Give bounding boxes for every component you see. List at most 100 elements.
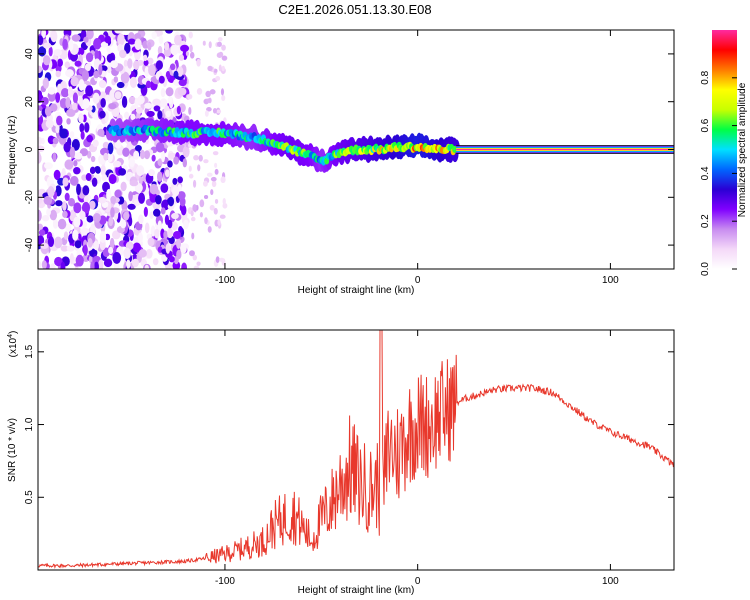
- noise-blob: [152, 98, 161, 106]
- noise-blob: [65, 97, 71, 109]
- noise-blob: [165, 87, 174, 97]
- noise-blob: [220, 176, 226, 184]
- noise-blob: [113, 76, 119, 83]
- noise-blob: [143, 150, 151, 160]
- noise-blob: [80, 227, 90, 236]
- noise-blob: [112, 251, 122, 264]
- noise-blob: [103, 258, 113, 268]
- colorbar-ticks: 0.0 0.2 0.4 0.6 0.8: [700, 70, 737, 276]
- noise-blob: [138, 214, 144, 225]
- noise-blob: [83, 36, 89, 43]
- noise-blob: [217, 219, 221, 226]
- noise-blob: [167, 196, 175, 207]
- noise-blob: [62, 38, 68, 50]
- noise-blob: [183, 219, 189, 230]
- noise-blob: [101, 174, 108, 181]
- noise-blob: [173, 230, 182, 240]
- noise-blob: [164, 41, 170, 51]
- noise-blob: [167, 160, 173, 168]
- noise-blob: [204, 217, 208, 225]
- noise-blob: [38, 105, 43, 112]
- noise-blob: [202, 40, 206, 46]
- noise-blob: [219, 214, 226, 219]
- noise-blob: [124, 111, 130, 119]
- noise-blob: [123, 247, 131, 259]
- noise-blob: [158, 75, 165, 84]
- noise-blob: [67, 86, 73, 98]
- noise-blob: [75, 254, 84, 267]
- noise-blob: [60, 245, 69, 252]
- noise-blob: [76, 183, 81, 196]
- snr-frame: [37, 329, 675, 571]
- noise-blob: [80, 131, 85, 140]
- noise-blob: [153, 105, 161, 112]
- noise-blob: [114, 189, 122, 198]
- noise-blob: [215, 256, 220, 263]
- noise-blob: [123, 211, 130, 221]
- noise-blob: [78, 95, 83, 107]
- noise-blob: [47, 236, 55, 248]
- noise-blob: [208, 41, 212, 49]
- noise-blob: [104, 233, 111, 241]
- noise-blob: [93, 38, 102, 50]
- noise-blob: [93, 261, 99, 269]
- noise-blob: [210, 176, 217, 182]
- noise-blob: [128, 191, 133, 202]
- noise-blob: [55, 123, 60, 134]
- noise-blob: [212, 151, 219, 156]
- noise-blob: [147, 57, 154, 65]
- noise-blob: [64, 61, 71, 69]
- noise-blob: [63, 141, 71, 153]
- noise-blob: [164, 169, 170, 178]
- noise-blob: [218, 64, 222, 72]
- noise-blob: [137, 95, 145, 105]
- noise-blob: [66, 108, 76, 117]
- noise-blob: [133, 199, 140, 207]
- snr-plot-area: [38, 330, 674, 570]
- noise-blob: [218, 51, 224, 58]
- noise-blob: [41, 30, 46, 39]
- noise-blob: [110, 195, 117, 204]
- noise-blob: [221, 55, 228, 61]
- heatmap-y-tick-label: -40: [24, 237, 35, 252]
- noise-blob: [196, 58, 201, 67]
- noise-blob: [153, 208, 161, 217]
- noise-blob: [212, 107, 217, 114]
- noise-blob: [100, 41, 109, 48]
- noise-blob: [138, 249, 147, 258]
- noise-blob: [160, 183, 169, 193]
- noise-blob: [108, 103, 117, 110]
- noise-blob: [47, 186, 55, 198]
- snr-x-ticks: -100 0 100: [215, 330, 619, 587]
- noise-blob: [144, 66, 150, 77]
- noise-blob: [203, 195, 209, 200]
- noise-blob: [87, 237, 93, 248]
- noise-blob: [140, 149, 145, 160]
- noise-blob: [157, 45, 163, 56]
- noise-blob: [38, 209, 42, 222]
- noise-blob: [114, 139, 122, 149]
- noise-blob: [215, 75, 221, 81]
- snr-y-tick-label: 1.0: [24, 417, 35, 431]
- noise-blob: [157, 171, 163, 182]
- noise-blob: [90, 261, 95, 269]
- noise-blob: [90, 155, 96, 163]
- noise-blob: [160, 207, 166, 215]
- noise-blob: [116, 81, 125, 89]
- noise-blob: [152, 258, 159, 266]
- noise-blob: [54, 256, 63, 267]
- noise-blob: [85, 85, 94, 97]
- noise-blob: [38, 235, 45, 246]
- noise-blob: [165, 243, 171, 254]
- noise-blob: [167, 228, 173, 239]
- noise-blob: [144, 102, 153, 109]
- noise-blob: [111, 230, 121, 240]
- noise-blob: [109, 237, 115, 250]
- ridge-core: [452, 145, 458, 153]
- heatmap-y-tick-label: 20: [24, 96, 35, 108]
- noise-blob: [103, 152, 109, 161]
- colorbar-tick-label: 0.4: [700, 166, 711, 180]
- noise-blob: [56, 83, 62, 95]
- noise-blob: [127, 38, 136, 45]
